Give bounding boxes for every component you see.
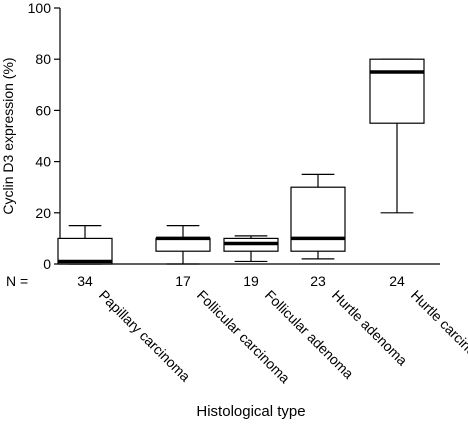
y-tick-label: 0	[43, 256, 51, 272]
box-series	[57, 58, 425, 265]
y-tick-label: 80	[35, 51, 51, 67]
y-tick-label: 60	[35, 102, 51, 118]
y-tick-label: 100	[28, 0, 52, 16]
y-tick-label: 40	[35, 154, 51, 170]
n-count: 34	[77, 273, 93, 289]
box-2	[155, 225, 211, 265]
x-axis-title: Histological type	[196, 403, 305, 420]
y-tick-label: 20	[35, 205, 51, 221]
y-axis-title: Cyclin D3 expression (%)	[0, 57, 16, 214]
n-count-row: N = 34 17 19 23 24	[6, 273, 405, 289]
box-3	[223, 235, 279, 263]
box-5	[369, 58, 425, 214]
box-iqr	[369, 58, 425, 124]
box-iqr	[155, 237, 211, 252]
category-label: Hurtle carcinoma	[408, 287, 468, 373]
n-count: 24	[389, 273, 405, 289]
n-count: 23	[310, 273, 326, 289]
n-count: 19	[243, 273, 259, 289]
n-count: 17	[175, 273, 191, 289]
box-iqr	[290, 186, 346, 252]
box-1	[57, 225, 113, 265]
box-4	[290, 173, 346, 260]
y-axis: 0 20 40 60 80 100	[28, 0, 61, 272]
category-label: Papillary carcinoma	[96, 287, 194, 385]
category-labels: Papillary carcinoma Follicular carcinomaF…	[96, 287, 468, 386]
n-label: N =	[6, 273, 28, 289]
